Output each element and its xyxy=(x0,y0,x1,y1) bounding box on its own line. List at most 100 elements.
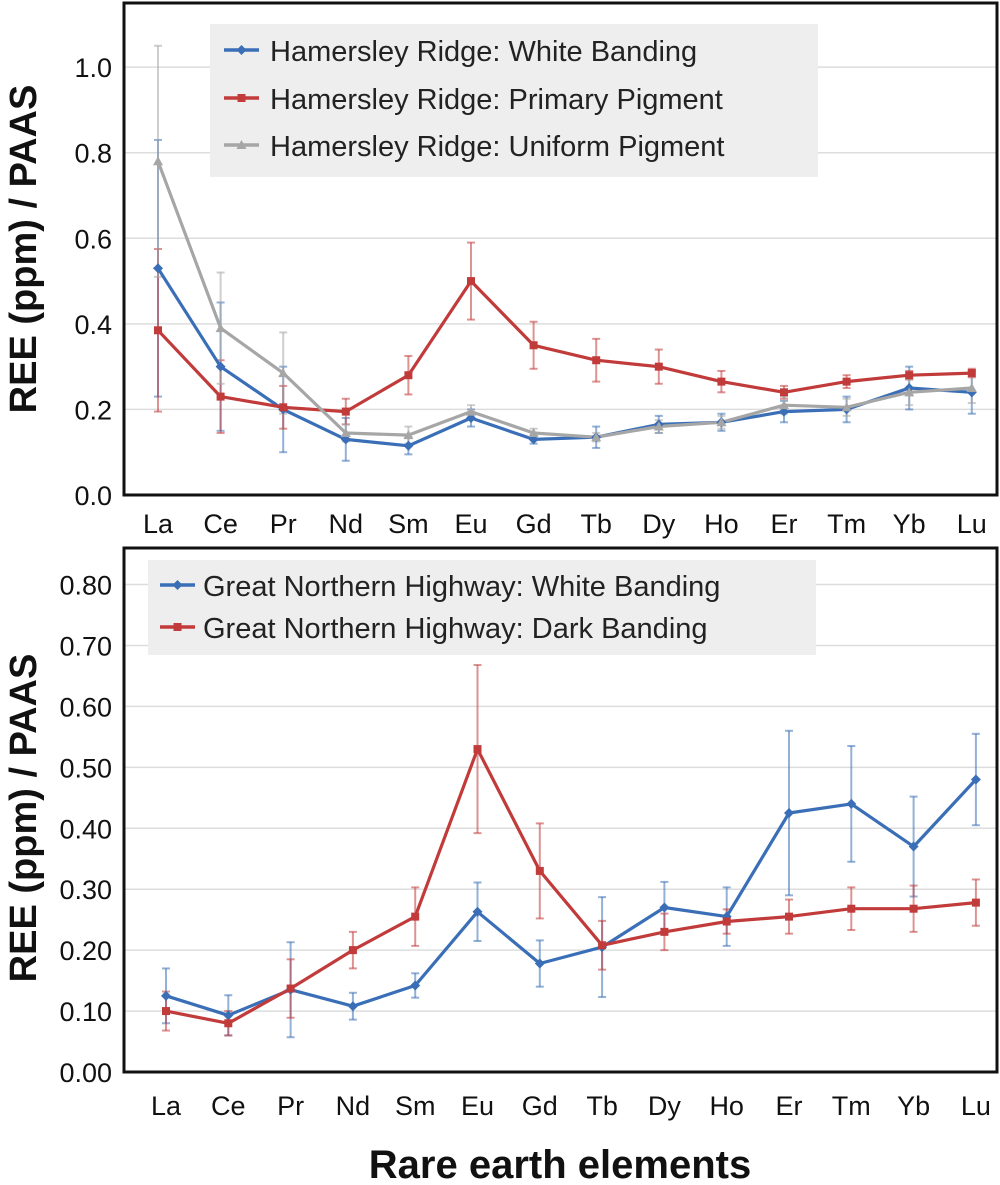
x-tick-label-lu: Lu xyxy=(961,1091,991,1121)
data-point-hamersley-ridge-primary-pigment-ce xyxy=(216,392,225,401)
data-point-hamersley-ridge-uniform-pigment-gd xyxy=(528,427,539,437)
y-tick-label: 0.4 xyxy=(74,310,112,340)
x-tick-label-la: La xyxy=(151,1091,182,1121)
legend-label: Great Northern Highway: White Banding xyxy=(203,571,720,603)
y-tick-label: 0.40 xyxy=(59,814,112,844)
data-point-hamersley-ridge-primary-pigment-nd xyxy=(341,407,350,416)
diamond-marker-icon xyxy=(236,45,247,55)
legend-label: Hamersley Ridge: Uniform Pigment xyxy=(270,131,724,163)
x-tick-label-lu: Lu xyxy=(957,509,987,539)
data-point-great-northern-highway-dark-banding-tm xyxy=(847,904,856,913)
series-lines xyxy=(165,747,978,1025)
series-line-hamersley-ridge-uniform-pigment xyxy=(156,160,972,439)
y-tick-labels: 0.0 0.2 0.4 0.6 0.8 1.0 xyxy=(74,53,112,511)
x-tick-label-ho: Ho xyxy=(704,509,739,539)
y-tick-label: 0.80 xyxy=(59,571,112,601)
data-point-hamersley-ridge-uniform-pigment-dy xyxy=(653,421,664,431)
x-tick-labels: La Ce Pr Nd Sm Eu Gd Tb Dy Ho Er Tm Yb Lu xyxy=(151,1091,991,1121)
data-point-hamersley-ridge-primary-pigment-tb xyxy=(592,356,601,365)
legend-box xyxy=(210,24,818,177)
legend-entry-uniform-pigment: Hamersley Ridge: Uniform Pigment xyxy=(224,131,724,163)
x-tick-label-tb: Tb xyxy=(580,509,612,539)
data-point-hamersley-ridge-uniform-pigment-la xyxy=(153,156,163,166)
data-point-great-northern-highway-white-banding-la xyxy=(161,990,171,1001)
series-line-hamersley-ridge-primary-pigment xyxy=(156,279,972,414)
legend-entry-white-banding: Great Northern Highway: White Banding xyxy=(160,571,720,603)
y-tick-label: 0.10 xyxy=(59,997,112,1027)
data-point-hamersley-ridge-primary-pigment-ho xyxy=(717,377,726,386)
data-point-great-northern-highway-white-banding-tm xyxy=(846,798,857,809)
x-tick-label-pr: Pr xyxy=(270,509,297,539)
data-point-hamersley-ridge-primary-pigment-sm xyxy=(404,371,413,380)
data-point-hamersley-ridge-uniform-pigment-er xyxy=(779,400,789,410)
x-tick-label-dy: Dy xyxy=(642,509,675,539)
y-tick-label: 0.50 xyxy=(59,753,112,783)
data-point-great-northern-highway-white-banding-nd xyxy=(347,1001,358,1012)
panel-hamersley-ridge: 0.0 0.2 0.4 0.6 0.8 1.0 La Ce Pr Nd Sm Eu Gd Tb Dy Ho E… xyxy=(3,1,999,539)
data-point-great-northern-highway-dark-banding-gd xyxy=(535,866,544,875)
legend-entry-primary-pigment: Hamersley Ridge: Primary Pigment xyxy=(224,84,723,116)
diamond-marker-icon xyxy=(172,580,183,590)
data-point-hamersley-ridge-primary-pigment-er xyxy=(780,388,788,397)
data-point-hamersley-ridge-uniform-pigment-sm xyxy=(403,430,414,440)
x-tick-label-ho: Ho xyxy=(709,1091,744,1121)
triangle-marker-icon xyxy=(236,140,247,149)
data-point-hamersley-ridge-uniform-pigment-pr xyxy=(278,368,289,378)
x-axis-label: Rare earth elements xyxy=(369,1143,751,1185)
legend-label: Hamersley Ridge: White Banding xyxy=(270,36,697,68)
y-axis-label: REE (ppm) / PAAS xyxy=(3,85,45,414)
data-point-great-northern-highway-dark-banding-yb xyxy=(909,904,918,913)
data-point-great-northern-highway-dark-banding-nd xyxy=(348,946,357,955)
legend: Hamersley Ridge: White Banding Hamersley… xyxy=(210,24,818,177)
x-tick-label-nd: Nd xyxy=(329,509,364,539)
data-point-hamersley-ridge-uniform-pigment-ce xyxy=(215,323,226,333)
series-markers xyxy=(161,745,981,1028)
data-point-hamersley-ridge-primary-pigment-lu xyxy=(967,369,976,378)
series-lines xyxy=(156,160,972,448)
y-tick-labels: 0.00 0.10 0.20 0.30 0.40 0.50 0.60 0.70 0.80 xyxy=(59,571,112,1088)
data-point-hamersley-ridge-uniform-pigment-eu xyxy=(466,406,476,416)
series-markers xyxy=(153,156,977,451)
x-tick-label-pr: Pr xyxy=(277,1091,304,1121)
y-tick-label: 0.0 xyxy=(74,481,112,511)
data-point-great-northern-highway-dark-banding-eu xyxy=(473,745,482,754)
error-bars xyxy=(162,663,980,1039)
data-point-great-northern-highway-white-banding-gd xyxy=(534,958,545,969)
data-point-hamersley-ridge-white-banding-la xyxy=(153,263,163,274)
data-point-great-northern-highway-dark-banding-dy xyxy=(660,927,669,936)
plot-frame xyxy=(122,546,999,1074)
x-tick-label-eu: Eu xyxy=(454,509,487,539)
data-point-hamersley-ridge-uniform-pigment-lu xyxy=(966,383,977,393)
x-tick-label-yb: Yb xyxy=(893,509,926,539)
x-tick-label-eu: Eu xyxy=(461,1091,494,1121)
square-marker-icon xyxy=(173,623,182,631)
x-tick-label-tm: Tm xyxy=(827,509,866,539)
y-tick-label: 0.6 xyxy=(74,224,112,254)
data-point-great-northern-highway-white-banding-sm xyxy=(410,980,421,991)
data-point-great-northern-highway-white-banding-eu xyxy=(472,906,483,917)
y-tick-label: 0.2 xyxy=(74,395,112,425)
data-point-hamersley-ridge-white-banding-ce xyxy=(215,361,226,372)
y-tick-label: 0.20 xyxy=(59,936,112,966)
y-axis-label: REE (ppm) / PAAS xyxy=(3,654,45,983)
data-point-hamersley-ridge-primary-pigment-dy xyxy=(654,362,663,371)
data-point-hamersley-ridge-uniform-pigment-tb xyxy=(591,432,602,442)
data-point-hamersley-ridge-uniform-pigment-nd xyxy=(340,427,351,437)
data-point-hamersley-ridge-primary-pigment-tm xyxy=(842,377,851,386)
plot-frame xyxy=(122,1,999,497)
y-tick-label: 1.0 xyxy=(74,53,112,83)
series-line-great-northern-highway-white-banding xyxy=(165,778,978,1017)
x-tick-label-dy: Dy xyxy=(648,1091,681,1121)
x-tick-label-er: Er xyxy=(771,509,798,539)
legend-label: Hamersley Ridge: Primary Pigment xyxy=(270,84,723,116)
data-point-great-northern-highway-white-banding-lu xyxy=(970,774,981,785)
x-tick-label-ce: Ce xyxy=(211,1091,246,1121)
data-point-hamersley-ridge-primary-pigment-yb xyxy=(905,371,914,380)
y-tick-label: 0.8 xyxy=(74,139,112,169)
x-tick-label-sm: Sm xyxy=(395,1091,436,1121)
x-tick-label-gd: Gd xyxy=(522,1091,558,1121)
legend-label: Great Northern Highway: Dark Banding xyxy=(203,613,708,645)
legend-entry-white-banding: Hamersley Ridge: White Banding xyxy=(224,36,697,68)
x-tick-label-sm: Sm xyxy=(388,509,429,539)
x-tick-labels: La Ce Pr Nd Sm Eu Gd Tb Dy Ho Er Tm Yb Lu xyxy=(143,509,987,539)
